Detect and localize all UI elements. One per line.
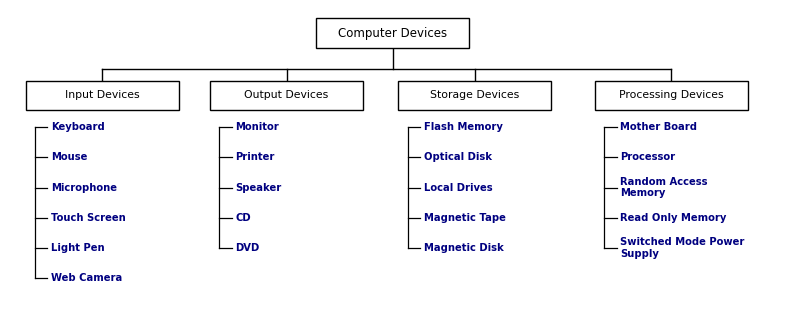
FancyBboxPatch shape (398, 81, 551, 110)
Text: Light Pen: Light Pen (50, 243, 104, 253)
Text: Keyboard: Keyboard (50, 122, 104, 132)
Text: Optical Disk: Optical Disk (424, 152, 491, 162)
Text: Flash Memory: Flash Memory (424, 122, 502, 132)
Text: Storage Devices: Storage Devices (430, 90, 520, 100)
Text: Touch Screen: Touch Screen (50, 213, 126, 223)
Text: Web Camera: Web Camera (50, 273, 122, 283)
FancyBboxPatch shape (25, 81, 179, 110)
Text: Magnetic Disk: Magnetic Disk (424, 243, 503, 253)
Text: Read Only Memory: Read Only Memory (619, 213, 726, 223)
Text: Switched Mode Power
Supply: Switched Mode Power Supply (619, 237, 744, 259)
FancyBboxPatch shape (316, 18, 469, 48)
Text: Magnetic Tape: Magnetic Tape (424, 213, 506, 223)
Text: Monitor: Monitor (236, 122, 279, 132)
Text: Processor: Processor (619, 152, 675, 162)
FancyBboxPatch shape (210, 81, 363, 110)
Text: Random Access
Memory: Random Access Memory (619, 177, 707, 198)
Text: Output Devices: Output Devices (244, 90, 329, 100)
Text: Microphone: Microphone (50, 183, 117, 193)
Text: Mouse: Mouse (50, 152, 87, 162)
FancyBboxPatch shape (594, 81, 747, 110)
Text: Computer Devices: Computer Devices (338, 27, 447, 40)
Text: CD: CD (236, 213, 250, 223)
Text: Mother Board: Mother Board (619, 122, 697, 132)
Text: Local Drives: Local Drives (424, 183, 492, 193)
Text: Speaker: Speaker (236, 183, 281, 193)
Text: Processing Devices: Processing Devices (619, 90, 724, 100)
Text: Printer: Printer (236, 152, 275, 162)
Text: DVD: DVD (236, 243, 259, 253)
Text: Input Devices: Input Devices (64, 90, 140, 100)
